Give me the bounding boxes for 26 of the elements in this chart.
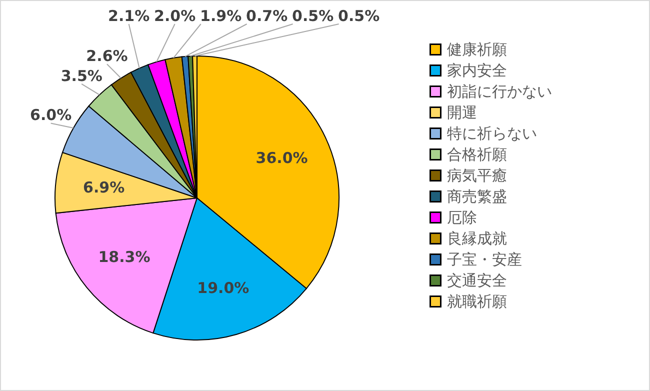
data-label: 2.0% [154, 7, 196, 25]
data-label: 6.9% [83, 178, 125, 197]
data-label: 0.7% [246, 7, 288, 25]
legend-label: 交通安全 [447, 272, 507, 290]
legend-label: 健康祈願 [447, 40, 507, 58]
data-label: 2.1% [108, 7, 150, 25]
data-label: 1.9% [200, 7, 242, 25]
legend-label: 良縁成就 [447, 230, 507, 248]
legend-label: 子宝・安産 [447, 250, 522, 268]
legend-label: 就職祈願 [447, 292, 507, 310]
legend-label: 特に祈らない [447, 124, 537, 142]
data-label: 36.0% [256, 149, 308, 168]
legend-label: 家内安全 [447, 62, 507, 80]
data-label: 19.0% [197, 279, 250, 297]
legend-label: 合格祈願 [447, 146, 507, 164]
data-label: 2.6% [86, 47, 128, 66]
legend-label: 商売繁盛 [447, 188, 507, 206]
data-label: 3.5% [60, 66, 102, 85]
data-label: 0.5% [292, 7, 334, 25]
legend-label: 厄除 [447, 208, 477, 226]
legend-label: 開運 [447, 104, 477, 122]
data-label: 6.0% [30, 106, 72, 124]
legend-label: 初詣に行かない [447, 82, 552, 100]
legend-label: 病気平癒 [447, 166, 507, 184]
data-label: 0.5% [338, 7, 380, 25]
data-label: 18.3% [98, 248, 150, 266]
